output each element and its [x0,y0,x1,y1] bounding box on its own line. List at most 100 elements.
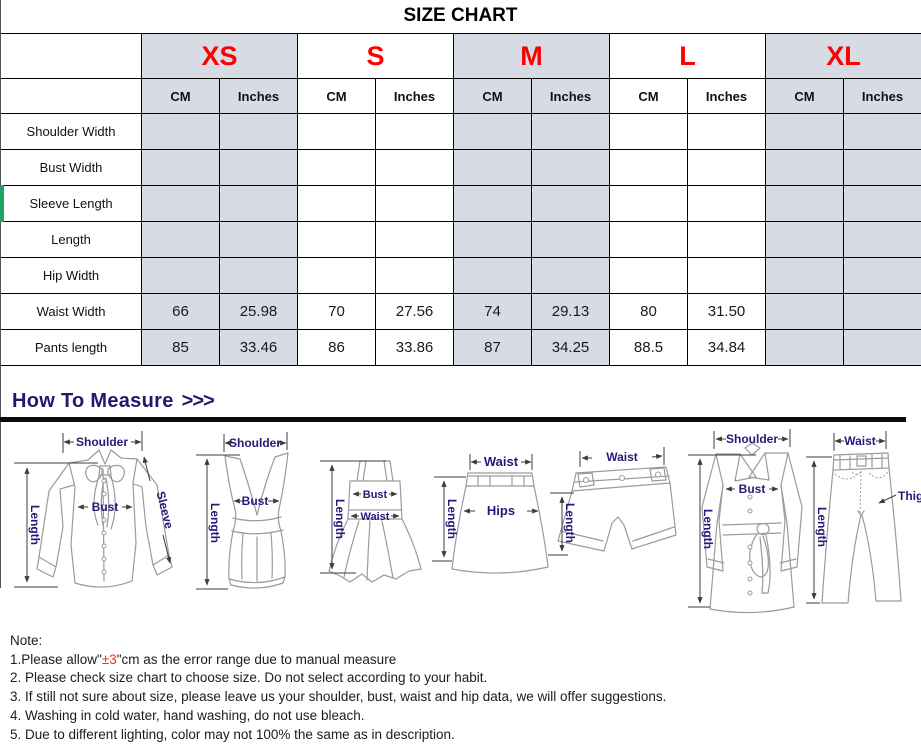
skirt-dimension-lines [432,454,539,562]
size-header-s: S [296,33,455,79]
cell-s-cm [297,113,376,150]
chevrons-right-icon: >>> [181,390,215,412]
blouse-shoulder-label: Shoulder [76,435,128,449]
cell-xl-cm [765,329,845,366]
note-line-3: 3. If still not sure about size, please … [10,689,667,705]
cell-xl-inches [843,185,921,222]
cell-l-inches [687,185,767,222]
heading-divider [0,417,906,422]
cell-xs-cm [141,221,220,258]
dress-garment-lines [328,460,422,583]
tank-garment-lines [224,452,289,589]
cell-s-inches [374,185,455,222]
cell-l-inches [687,149,767,186]
cell-l-cm [609,185,689,222]
unit-header-xl-cm: CM [765,78,845,114]
notes-heading: Note: [10,633,43,648]
selected-cell-indicator [0,185,4,222]
cell-m-inches [531,113,611,150]
cell-xs-cm [141,113,220,150]
cell-m-cm [453,149,533,186]
row-label: Shoulder Width [0,113,142,150]
cell-l-inches: 31.50 [687,293,767,330]
coat-bust-label: Bust [739,482,766,496]
cell-s-inches [374,149,455,186]
jeans-length-label: Length [815,507,829,547]
note-line-4: 4. Washing in cold water, hand washing, … [10,707,365,723]
shorts-dimension-lines [548,447,665,556]
size-header-row: XS S M L XL [0,33,921,79]
cell-m-inches [531,221,611,258]
cell-m-cm: 87 [453,329,533,366]
row-label: Bust Width [0,149,142,186]
cell-s-cm [297,257,376,294]
cell-xs-cm [141,149,220,186]
cell-l-inches [687,221,767,258]
cell-xl-cm [765,293,845,330]
tank-diagram: Shoulder Length Bust [196,432,289,590]
cell-xs-cm [141,257,220,294]
cell-m-inches [531,149,611,186]
dress-diagram: Bust Waist Length [320,460,422,583]
table-row: Pants length 85 33.46 86 33.86 87 34.25 88.5 34.… [0,329,921,366]
blouse-sleeve-label: Sleeve [153,490,176,531]
blouse-diagram: Shoulder Length Bust Sleeve [14,431,176,588]
unit-header-row: CM Inches CM Inches CM Inches CM Inches … [0,78,921,114]
cell-xs-inches [219,257,298,294]
cell-s-inches [374,221,455,258]
cell-xl-cm [765,185,845,222]
cell-xl-inches [843,149,921,186]
page-title: SIZE CHART [403,5,518,26]
table-row: Sleeve Length [0,185,921,222]
row-label: Sleeve Length [0,185,142,222]
cell-l-cm: 80 [609,293,689,330]
unit-header-m-cm: CM [453,78,533,114]
notes-section: Note: 1.Please allow"±3"cm as the error … [10,632,910,744]
cell-xl-inches [843,329,921,366]
jeans-waist-label: Waist [844,434,876,448]
cell-m-cm [453,257,533,294]
unit-header-l-inches: Inches [687,78,767,114]
size-table: XS S M L XL CM Inches CM Inches CM Inche… [0,33,921,366]
corner-cell [0,33,142,79]
skirt-waist-label: Waist [484,454,519,469]
cell-s-cm [297,185,376,222]
coat-length-label: Length [701,509,715,549]
cell-l-cm: 88.5 [609,329,689,366]
unit-header-s-cm: CM [297,78,376,114]
sheet-left-border [0,0,1,588]
size-header-xl: XL [765,33,921,79]
cell-xs-cm: 85 [141,329,220,366]
size-header-xs: XS [141,33,298,79]
dress-dimension-lines [320,460,400,574]
coat-shoulder-label: Shoulder [726,432,778,446]
dress-bust-label: Bust [363,489,388,501]
coat-garment-lines [701,442,803,614]
note-line-1: 1.Please allow"±3"cm as the error range … [10,651,910,670]
coat-diagram: Shoulder Length Bust [688,429,803,614]
cell-m-cm [453,113,533,150]
note-1-suffix: "cm as the error range due to manual mea… [116,651,397,667]
jeans-thigh-label: Thigh [898,489,921,503]
cell-xs-cm: 66 [141,293,220,330]
row-label: Pants length [0,329,142,366]
how-to-measure-heading: How To Measure >>> [12,390,215,413]
cell-m-inches [531,185,611,222]
cell-s-inches [374,113,455,150]
cell-l-cm [609,257,689,294]
note-tolerance-value: ±3 [101,651,117,667]
shorts-garment-lines [557,466,677,552]
cell-s-cm: 86 [297,329,376,366]
cell-s-cm [297,221,376,258]
row-label: Waist Width [0,293,142,330]
shorts-waist-label: Waist [606,450,638,464]
cell-xl-inches [843,257,921,294]
size-header-l: L [609,33,767,79]
tank-bust-label: Bust [242,494,269,508]
corner-cell-2 [0,78,142,114]
dress-waist-label: Waist [361,511,390,523]
table-row: Shoulder Width [0,113,921,150]
jeans-garment-lines [821,452,902,604]
cell-l-inches [687,257,767,294]
